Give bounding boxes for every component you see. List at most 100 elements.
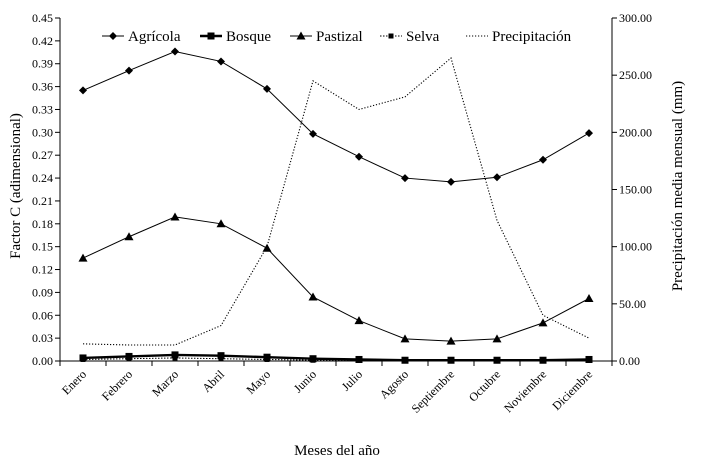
right-tick-label: 0.00 <box>619 354 640 368</box>
data-point-diamond <box>263 84 271 93</box>
data-point-triangle <box>78 253 88 262</box>
legend-label: Bosque <box>226 29 271 45</box>
data-point-diamond <box>171 47 179 56</box>
left-tick-label: 0.18 <box>32 217 53 231</box>
left-tick-label: 0.45 <box>32 11 53 25</box>
left-tick-label: 0.36 <box>32 80 53 94</box>
legend-label: Selva <box>406 29 440 45</box>
data-point-triangle <box>538 318 548 327</box>
data-point-triangle <box>170 212 180 221</box>
data-point-diamond <box>447 177 455 186</box>
data-point-square <box>356 357 362 363</box>
series-precipitacion <box>82 57 590 346</box>
series-layer <box>78 47 594 364</box>
x-tick-label: Mayo <box>243 367 273 397</box>
data-point-triangle <box>296 31 306 40</box>
series-line <box>82 51 590 183</box>
data-point-square <box>540 357 546 363</box>
x-axis-title: Meses del año <box>294 443 380 459</box>
x-tick-label: Noviembre <box>501 367 549 415</box>
data-point-diamond <box>493 173 501 182</box>
plot-frame <box>59 18 613 362</box>
y-axis-title-right: Precipitación media mensual (mm) <box>670 81 686 291</box>
data-point-triangle <box>124 232 134 241</box>
right-tick-label: 300.00 <box>619 11 652 25</box>
left-tick-label: 0.33 <box>32 102 53 116</box>
data-point-square <box>218 356 224 362</box>
legend-label: Agrícola <box>128 29 181 45</box>
y-axis-title-left: Factor C (adimensional) <box>8 113 24 259</box>
legend: Agrícola Bosque Pastizal Selva Precipitación <box>102 29 572 45</box>
left-tick-label: 0.21 <box>32 194 53 208</box>
data-point-triangle <box>216 219 226 228</box>
right-tick-label: 250.00 <box>619 68 652 82</box>
series-pastizal <box>78 212 594 345</box>
data-point-square <box>171 351 179 359</box>
data-point-square <box>80 356 86 362</box>
data-point-diamond <box>401 174 409 183</box>
data-point-triangle <box>308 292 318 301</box>
data-point-diamond <box>539 155 547 164</box>
x-tick-label: Septiembre <box>409 367 458 416</box>
x-tick-label: Julio <box>339 367 365 393</box>
data-point-triangle <box>262 243 272 252</box>
data-point-square <box>126 356 132 362</box>
left-tick-label: 0.06 <box>32 308 53 322</box>
data-point-square <box>217 352 225 360</box>
left-tick-label: 0.00 <box>32 354 53 368</box>
series-selva <box>80 355 592 363</box>
right-tick-label: 200.00 <box>619 125 652 139</box>
data-point-diamond <box>217 57 225 66</box>
series-line <box>82 57 590 346</box>
x-tick-label: Febrero <box>99 367 135 403</box>
data-point-square <box>388 33 394 39</box>
left-tick-label: 0.42 <box>32 34 53 48</box>
right-tick-label: 100.00 <box>619 240 652 254</box>
data-point-square <box>207 32 215 40</box>
data-point-triangle <box>492 334 502 343</box>
data-point-diamond <box>125 66 133 75</box>
left-tick-label: 0.12 <box>32 263 53 277</box>
left-tick-label: 0.03 <box>32 331 53 345</box>
legend-label: Pastizal <box>316 29 363 45</box>
data-point-square <box>402 357 408 363</box>
data-point-square <box>586 357 592 363</box>
left-tick-label: 0.27 <box>32 148 53 162</box>
left-axis-ticks: 0.00 0.03 0.06 0.09 0.12 0.15 0.18 0.21 0.24 0.27… <box>32 11 60 368</box>
series-line <box>82 216 590 342</box>
data-point-diamond <box>355 152 363 161</box>
data-point-triangle <box>446 336 456 345</box>
left-tick-label: 0.15 <box>32 240 53 254</box>
x-tick-label: Junio <box>291 367 319 395</box>
right-axis-ticks: 0.00 50.00 100.00 150.00 200.00 250.00 300.00 <box>612 11 652 368</box>
data-point-diamond <box>309 129 317 138</box>
x-tick-label: Octubre <box>466 367 503 404</box>
legend-label: Precipitación <box>492 29 572 45</box>
series-line <box>82 353 590 362</box>
x-tick-label: Marzo <box>149 367 181 399</box>
left-tick-label: 0.24 <box>32 171 53 185</box>
data-point-triangle <box>354 316 364 325</box>
data-point-square <box>310 357 316 363</box>
data-point-diamond <box>585 129 593 138</box>
x-tick-label: Diciembre <box>549 367 595 413</box>
x-tick-label: Enero <box>59 367 89 397</box>
left-tick-label: 0.30 <box>32 125 53 139</box>
data-point-square <box>494 357 500 363</box>
x-axis-ticks: Enero Febrero Marzo Abril Mayo Junio Julio Agos… <box>59 361 613 416</box>
left-tick-label: 0.39 <box>32 57 53 71</box>
series-agricola <box>79 47 593 186</box>
x-tick-label: Abril <box>199 367 227 395</box>
right-tick-label: 50.00 <box>619 297 646 311</box>
data-point-triangle <box>584 293 594 302</box>
right-tick-label: 150.00 <box>619 183 652 197</box>
data-point-square <box>172 355 178 361</box>
data-point-diamond <box>109 32 117 40</box>
data-point-square <box>264 356 270 362</box>
data-point-triangle <box>400 334 410 343</box>
data-point-square <box>448 357 454 363</box>
left-tick-label: 0.09 <box>32 285 53 299</box>
series-line <box>82 357 589 361</box>
